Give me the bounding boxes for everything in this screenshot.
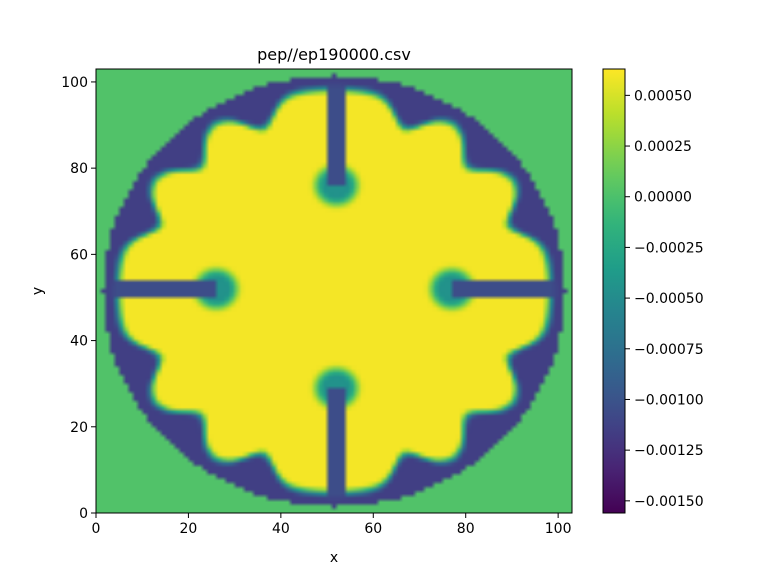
colorbar: 0.00050 0.00025 0.00000 −0.00025 −0.00050 −0.… <box>602 68 704 514</box>
y-tick-label: 80 <box>70 161 88 177</box>
colorbar-tick-label: 0.00000 <box>634 190 692 206</box>
x-tick-label: 40 <box>272 521 290 537</box>
colorbar-tick-label: −0.00100 <box>634 392 704 408</box>
colorbar-tick-label: 0.00050 <box>634 88 692 104</box>
y-axis-ticks: 0 20 40 60 80 100 <box>61 75 96 522</box>
y-tick-label: 0 <box>79 506 88 522</box>
colorbar-gradient <box>603 69 625 513</box>
heatmap-image <box>96 69 572 513</box>
y-tick-label: 60 <box>70 247 88 263</box>
colorbar-tick-label: −0.00025 <box>634 240 704 256</box>
colorbar-frame <box>602 68 626 514</box>
colorbar-tick-label: −0.00125 <box>634 443 704 459</box>
y-tick-label: 100 <box>61 75 88 91</box>
chart-title: pep//ep190000.csv <box>257 45 411 64</box>
x-tick-label: 20 <box>180 521 198 537</box>
x-tick-label: 0 <box>92 521 101 537</box>
colorbar-tick-label: −0.00075 <box>634 342 704 358</box>
y-tick-label: 40 <box>70 334 88 350</box>
colorbar-tick-label: −0.00150 <box>634 494 704 510</box>
y-tick-label: 20 <box>70 420 88 436</box>
x-axis-ticks: 0 20 40 60 80 100 <box>92 513 572 537</box>
colorbar-ticks: 0.00050 0.00025 0.00000 −0.00025 −0.00050 −0.… <box>625 88 704 510</box>
plot-frame <box>95 68 573 514</box>
heatmap-plot <box>95 68 573 514</box>
y-axis-label: y <box>30 287 46 295</box>
x-axis-label: x <box>330 550 338 566</box>
x-tick-label: 60 <box>364 521 382 537</box>
x-tick-label: 100 <box>545 521 572 537</box>
colorbar-tick-label: −0.00050 <box>634 291 704 307</box>
colorbar-tick-label: 0.00025 <box>634 139 692 155</box>
x-tick-label: 80 <box>457 521 475 537</box>
